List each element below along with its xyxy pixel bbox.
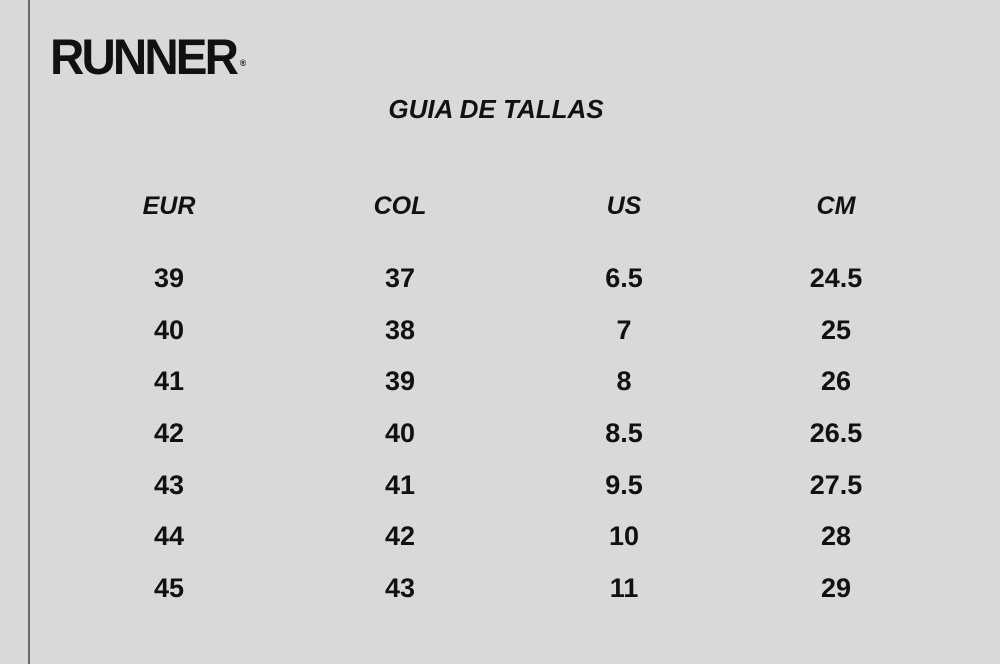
- table-cell: 43: [153, 469, 185, 500]
- column-col: COL 37 38 39 40 41 42 43: [320, 190, 480, 624]
- table-cell: 41: [384, 469, 416, 500]
- table-cell: 9.5: [605, 469, 643, 500]
- table-cell: 8.5: [605, 418, 643, 449]
- table-cell: 43: [384, 573, 416, 604]
- table-cell: 39: [384, 366, 416, 397]
- page-title: GUIA DE TALLAS: [388, 94, 604, 124]
- table-cell: 42: [153, 418, 185, 449]
- table-cell: 29: [820, 573, 852, 604]
- column-header: COL: [373, 192, 427, 220]
- table-cell: 6.5: [605, 263, 643, 293]
- table-cell: 38: [384, 314, 416, 345]
- left-divider: [28, 0, 30, 664]
- table-cell: 26: [820, 366, 852, 397]
- table-cell: 7: [616, 314, 632, 345]
- table-cell: 8: [616, 366, 632, 397]
- table-cell: 40: [384, 418, 416, 449]
- column-header: EUR: [142, 192, 196, 220]
- table-cell: 25: [820, 314, 852, 345]
- table-cell: 45: [153, 573, 185, 604]
- table-cell: 42: [384, 521, 416, 552]
- table-cell: 44: [153, 521, 185, 552]
- column-eur: EUR 39 40 41 42 43 44 45: [89, 190, 249, 624]
- table-cell: 37: [384, 263, 416, 293]
- table-cell: 28: [820, 521, 852, 552]
- column-us: US 6.5 7 8 8.5 9.5 10 11: [544, 190, 704, 624]
- runner-logo: RUNNER ®: [50, 29, 247, 85]
- table-cell: 11: [609, 573, 639, 604]
- table-cell: 24.5: [809, 263, 863, 293]
- table-cell: 26.5: [809, 418, 863, 449]
- column-header: CM: [816, 192, 856, 220]
- table-cell: 27.5: [809, 469, 863, 500]
- table-cell: 41: [153, 366, 185, 397]
- table-cell: 10: [608, 521, 640, 552]
- column-header: US: [606, 192, 642, 220]
- table-cell: 40: [153, 314, 185, 345]
- table-cell: 39: [153, 263, 185, 293]
- column-cm: CM 24.5 25 26 26.5 27.5 28 29: [756, 190, 916, 624]
